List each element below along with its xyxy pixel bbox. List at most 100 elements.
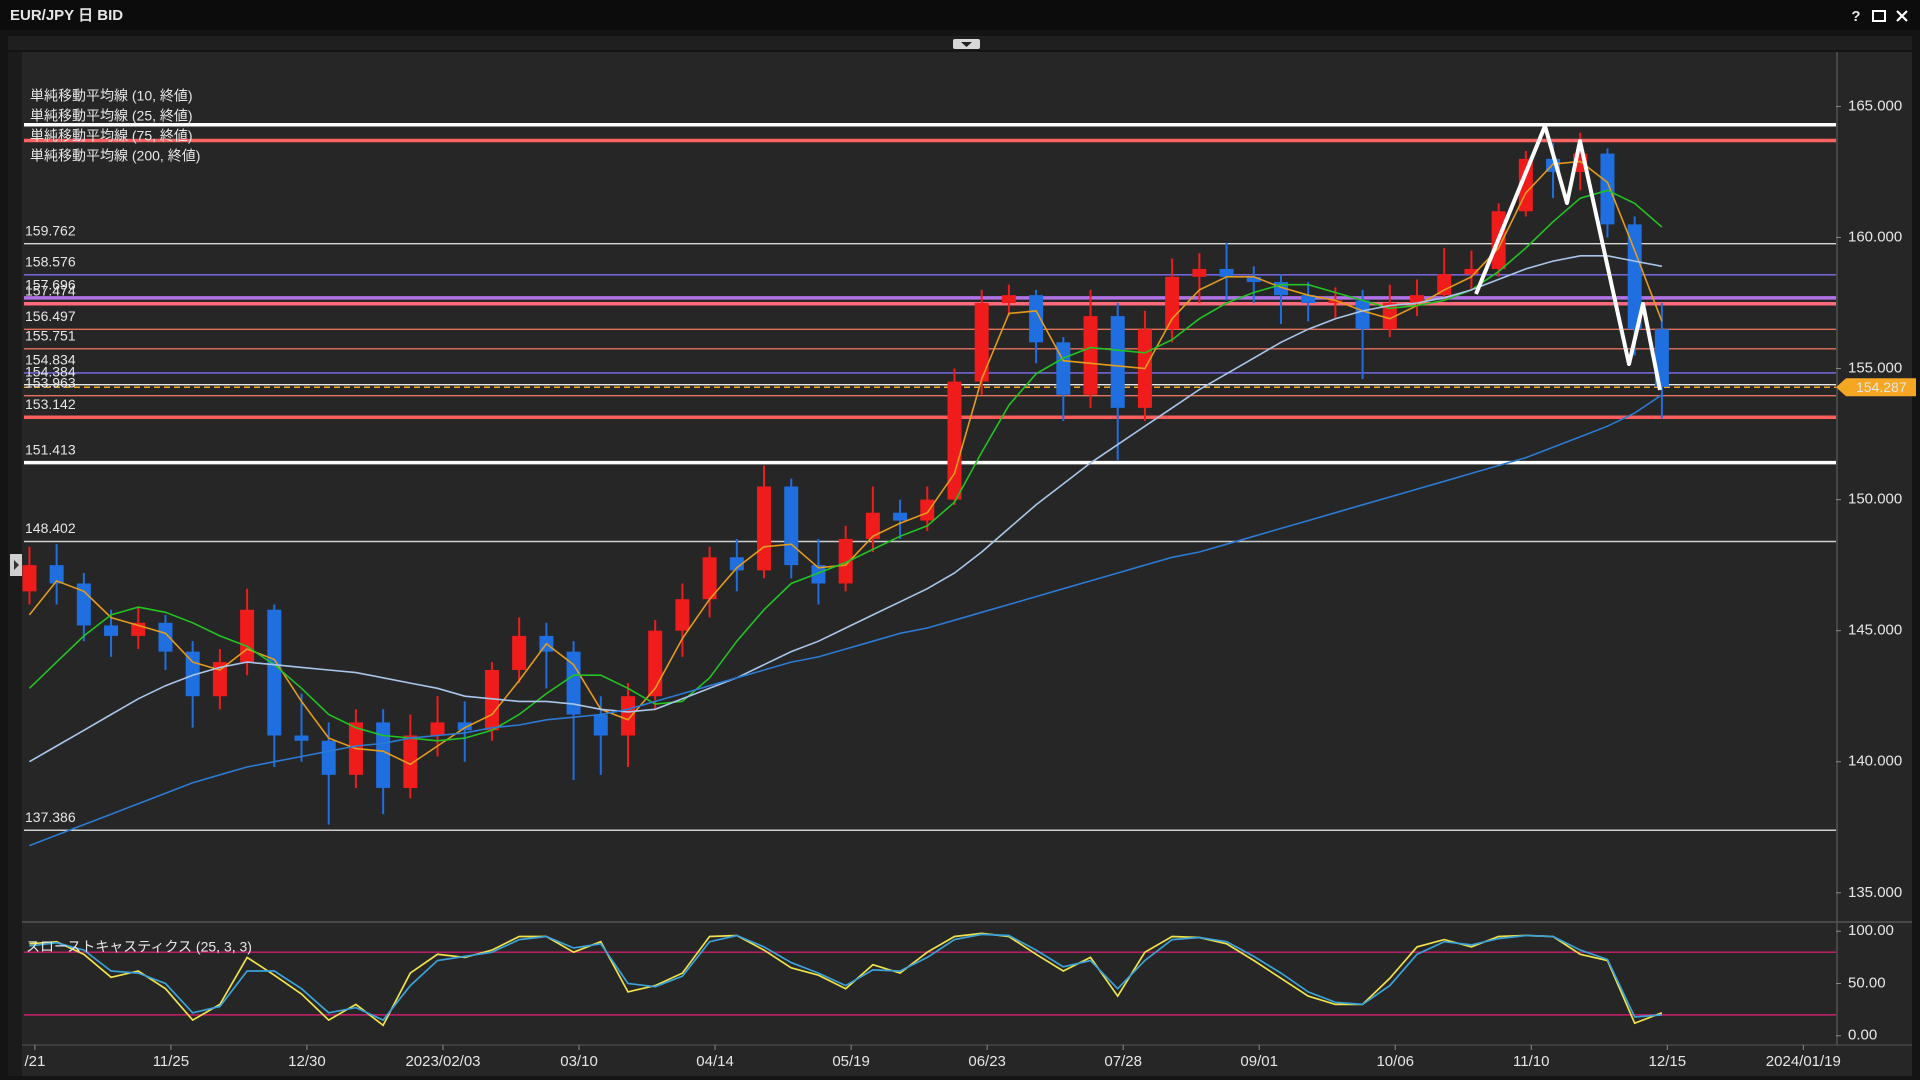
- maximize-button[interactable]: [1872, 10, 1886, 22]
- price-level-label: 153.142: [25, 396, 76, 412]
- y-tick-label: 150.000: [1848, 491, 1902, 508]
- price-level-label: 156.497: [25, 308, 76, 324]
- y-tick-label: 140.000: [1848, 753, 1902, 770]
- moving-average-line: [28, 160, 1663, 766]
- current-price-tag: [1836, 378, 1916, 397]
- price-level-label: 154.384: [25, 363, 76, 379]
- indicator-title: スローストキャスティクス (25, 3, 3): [26, 939, 252, 955]
- labels-layer: 135.000 140.000 145.000 150.000 155.000 160.0…: [24, 88, 1916, 1070]
- moving-average-line: [28, 189, 1663, 742]
- indicator-layer: [28, 160, 1663, 1027]
- x-tick-label: 05/19: [832, 1053, 870, 1070]
- legend-entry: 単純移動平均線 (25, 終値): [30, 108, 193, 124]
- candle-body: [1600, 153, 1615, 225]
- candle-body: [1437, 274, 1452, 296]
- candle-body: [1382, 303, 1397, 330]
- legend-entry: 単純移動平均線 (10, 終値): [30, 88, 193, 104]
- title-bar: [0, 0, 1920, 30]
- legend-entry: 単純移動平均線 (200, 終値): [30, 148, 200, 164]
- y-tick-label: 145.000: [1848, 622, 1902, 639]
- candle-body: [729, 557, 744, 571]
- candle-body: [1165, 276, 1180, 330]
- x-tick-label: 09/01: [1240, 1053, 1278, 1070]
- y-tick-label: 0.00: [1848, 1027, 1877, 1044]
- candle-body: [267, 609, 282, 736]
- price-level-label: 155.751: [25, 328, 76, 344]
- candle-body: [104, 625, 119, 636]
- y-tick-label: 155.000: [1848, 360, 1902, 377]
- x-tick-label: 11/25: [153, 1053, 189, 1070]
- candle-body: [49, 565, 64, 584]
- candle-body: [920, 499, 935, 521]
- candle-body: [675, 599, 690, 631]
- dropdown-arrow: [961, 42, 972, 47]
- candle-body: [811, 565, 826, 584]
- candle-body: [240, 609, 255, 663]
- candle-body: [593, 714, 608, 736]
- candle-body: [158, 622, 173, 652]
- price-level-label: 157.474: [25, 282, 76, 298]
- moving-average-line: [29, 394, 1663, 847]
- x-tick-label: 2023/02/03: [405, 1053, 480, 1070]
- candle-body: [648, 630, 663, 697]
- moving-average-line: [29, 255, 1663, 763]
- candle-body: [1301, 295, 1316, 304]
- stochastic-line: [29, 932, 1663, 1027]
- candle-body: [702, 557, 717, 600]
- candle-body: [893, 512, 908, 521]
- candle-body: [1246, 276, 1261, 283]
- y-tick-label: 160.000: [1848, 228, 1902, 245]
- x-tick-label: 03/10: [560, 1053, 598, 1070]
- candle-body: [321, 740, 336, 775]
- x-tick-label: 10/06: [1376, 1053, 1414, 1070]
- candle-body: [566, 651, 581, 715]
- candles-layer: [22, 132, 1669, 825]
- x-tick-label: 2024/01/19: [1766, 1053, 1841, 1070]
- candle-body: [974, 303, 989, 382]
- candle-body: [484, 669, 499, 731]
- x-tick-label: 12/15: [1649, 1053, 1687, 1070]
- candle-body: [838, 538, 853, 584]
- y-tick-label: 165.000: [1848, 97, 1902, 114]
- price-level-label: 154.834: [25, 352, 76, 368]
- candle-body: [621, 696, 635, 736]
- candle-body: [22, 565, 37, 592]
- legend-entry: 単純移動平均線 (75, 終値): [30, 128, 193, 144]
- candle-body: [1355, 300, 1370, 330]
- x-tick-label: 11/10: [1513, 1053, 1549, 1070]
- candle-body: [1083, 316, 1098, 395]
- y-tick-label: 50.00: [1848, 974, 1886, 991]
- x-tick-label: /21: [24, 1053, 45, 1070]
- candle-body: [430, 722, 445, 736]
- price-level-label: 158.576: [25, 254, 76, 270]
- y-tick-label: 135.000: [1848, 884, 1902, 901]
- candle-body: [757, 486, 772, 571]
- window-title: EUR/JPY 日 BID: [10, 7, 123, 24]
- price-level-label: 153.963: [25, 374, 76, 390]
- candle-body: [1219, 268, 1234, 277]
- price-level-label: 137.386: [25, 809, 76, 825]
- candle-body: [1110, 316, 1125, 408]
- price-level-label: 148.402: [25, 520, 76, 536]
- help-button[interactable]: ?: [1851, 8, 1860, 25]
- x-tick-label: 04/14: [696, 1053, 734, 1070]
- price-level-label: 159.762: [25, 222, 76, 238]
- candle-body: [1410, 295, 1425, 304]
- candle-body: [1029, 295, 1044, 343]
- x-tick-label: 07/28: [1104, 1053, 1142, 1070]
- candle-body: [1464, 268, 1479, 275]
- candle-body: [403, 735, 418, 788]
- candle-body: [1328, 300, 1343, 304]
- candle-body: [512, 635, 527, 670]
- price-level-label: 157.696: [25, 277, 76, 293]
- candle-body: [784, 486, 799, 566]
- y-tick-label: 100.00: [1848, 922, 1894, 939]
- close-button[interactable]: [1896, 10, 1908, 22]
- candle-body: [1192, 268, 1207, 277]
- candle-body: [1627, 224, 1642, 330]
- candle-body: [947, 381, 962, 500]
- current-price-label: 154.287: [1856, 379, 1907, 395]
- candle-body: [457, 722, 472, 731]
